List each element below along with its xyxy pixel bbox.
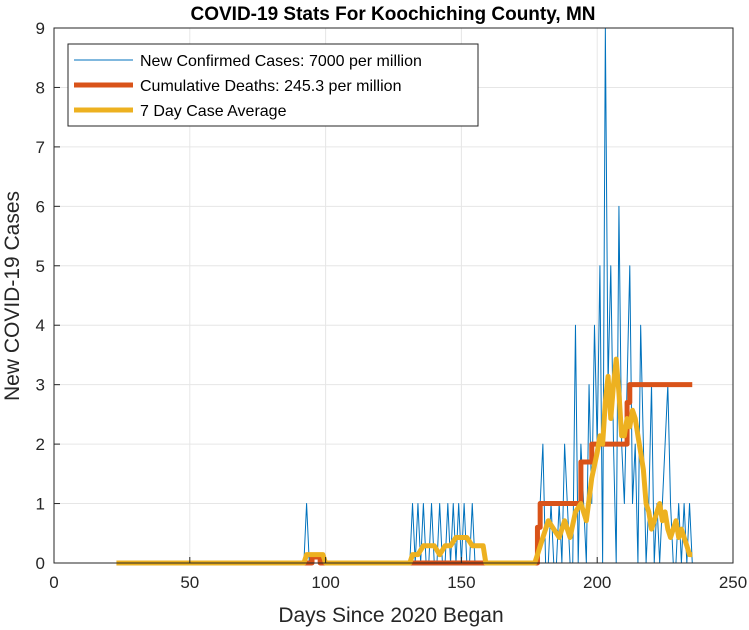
- x-tick-label: 150: [447, 573, 475, 592]
- y-tick-label: 8: [36, 78, 45, 97]
- x-tick-label: 100: [311, 573, 339, 592]
- ticks: 0 50 100 150 200 250 0 1 2 3 4 5 6 7 8 9: [36, 19, 748, 592]
- legend-label-cumulative-deaths: Cumulative Deaths: 245.3 per million: [140, 78, 401, 95]
- series-line-7-day-average: [116, 356, 693, 566]
- y-tick-label: 9: [36, 19, 45, 38]
- y-tick-label: 5: [36, 257, 45, 276]
- legend-label-new-cases: New Confirmed Cases: 7000 per million: [140, 53, 422, 70]
- y-tick-label: 7: [36, 138, 45, 157]
- x-tick-label: 200: [583, 573, 611, 592]
- y-tick-label: 0: [36, 554, 45, 573]
- y-tick-label: 1: [36, 495, 45, 514]
- chart-title: COVID-19 Stats For Koochiching County, M…: [191, 4, 596, 25]
- legend-label-7-day-average: 7 Day Case Average: [140, 103, 287, 120]
- x-tick-label: 0: [49, 573, 58, 592]
- x-tick-label: 250: [719, 573, 747, 592]
- y-tick-label: 4: [36, 316, 45, 335]
- legend-box: [67, 43, 479, 127]
- legend: New Confirmed Cases: 7000 per million Cu…: [67, 43, 479, 127]
- x-tick-label: 50: [180, 573, 199, 592]
- series-layer: [116, 27, 693, 566]
- y-axis-label: New COVID-19 Cases: [1, 191, 24, 401]
- y-tick-label: 3: [36, 376, 45, 395]
- x-axis-label: Days Since 2020 Began: [278, 604, 503, 627]
- y-tick-label: 6: [36, 197, 45, 216]
- y-tick-label: 2: [36, 435, 45, 454]
- axes-frame: [53, 27, 734, 564]
